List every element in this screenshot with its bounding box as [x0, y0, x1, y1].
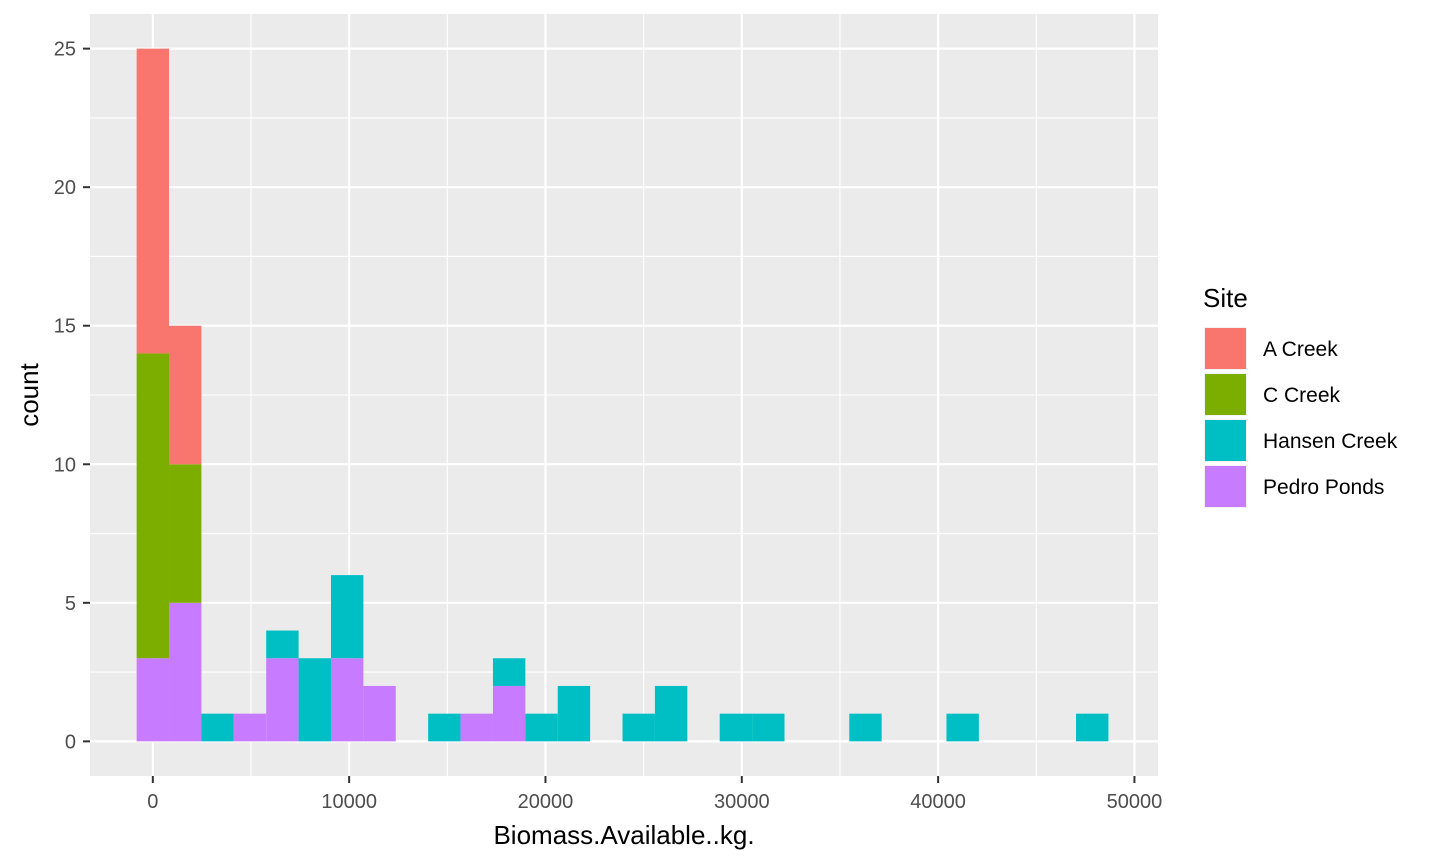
bar-hansen-creek: [201, 713, 234, 742]
bar-hansen-creek: [298, 658, 331, 742]
bar-pedro-ponds: [492, 685, 526, 742]
bar-hansen-creek: [428, 713, 461, 742]
legend-key-a-creek: [1205, 328, 1246, 369]
x-axis: 0 10000 20000 30000 40000 50000: [147, 776, 1162, 813]
x-axis-title: Biomass.Available..kg.: [493, 820, 754, 850]
x-tick-label: 20000: [518, 791, 574, 813]
y-tick-label: 20: [54, 177, 76, 199]
bar-pedro-ponds: [136, 658, 170, 742]
bar-hansen-creek: [752, 713, 785, 742]
y-axis-title: count: [14, 362, 44, 426]
bar-hansen-creek: [525, 713, 558, 742]
y-tick-label: 5: [65, 593, 76, 615]
bar-a-creek: [136, 48, 170, 354]
bar-hansen-creek: [266, 630, 299, 659]
y-tick-label: 0: [65, 731, 76, 753]
bar-pedro-ponds: [233, 713, 267, 742]
bar-pedro-ponds: [266, 658, 299, 742]
bar-hansen-creek: [849, 713, 882, 742]
bar-hansen-creek: [492, 658, 526, 686]
y-tick-label: 10: [54, 454, 76, 476]
y-tick-label: 15: [54, 316, 76, 338]
y-tick-label: 25: [54, 39, 76, 61]
x-tick-label: 50000: [1107, 791, 1163, 813]
bars: [136, 48, 1109, 742]
y-axis: 0 5 10 15 20 25: [54, 39, 90, 753]
legend-title: Site: [1203, 283, 1248, 313]
x-tick-label: 0: [147, 791, 158, 813]
bar-hansen-creek: [557, 685, 591, 742]
grid-minor: [90, 14, 1158, 776]
bar-c-creek: [136, 353, 170, 659]
legend-label: C Creek: [1263, 384, 1341, 407]
legend: Site A Creek C Creek Hansen Creek Pedro Pon…: [1203, 283, 1398, 508]
bar-a-creek: [169, 325, 202, 465]
legend-key-pedro-ponds: [1205, 466, 1246, 507]
legend-label: Pedro Ponds: [1263, 476, 1384, 499]
bar-hansen-creek: [1076, 713, 1109, 742]
legend-label: A Creek: [1263, 338, 1338, 361]
legend-label: Hansen Creek: [1263, 430, 1398, 453]
bar-c-creek: [169, 464, 202, 603]
x-tick-label: 30000: [714, 791, 770, 813]
bar-pedro-ponds: [169, 602, 202, 742]
bar-hansen-creek: [622, 713, 655, 742]
bar-hansen-creek: [330, 575, 364, 659]
legend-key-hansen-creek: [1205, 420, 1246, 461]
x-tick-label: 40000: [910, 791, 966, 813]
bar-hansen-creek: [946, 713, 979, 742]
x-tick-label: 10000: [321, 791, 377, 813]
bar-pedro-ponds: [460, 713, 493, 742]
bar-pedro-ponds: [363, 685, 396, 742]
legend-key-c-creek: [1205, 374, 1246, 415]
bar-hansen-creek: [654, 685, 688, 742]
bar-hansen-creek: [719, 713, 753, 742]
bar-pedro-ponds: [330, 658, 364, 742]
